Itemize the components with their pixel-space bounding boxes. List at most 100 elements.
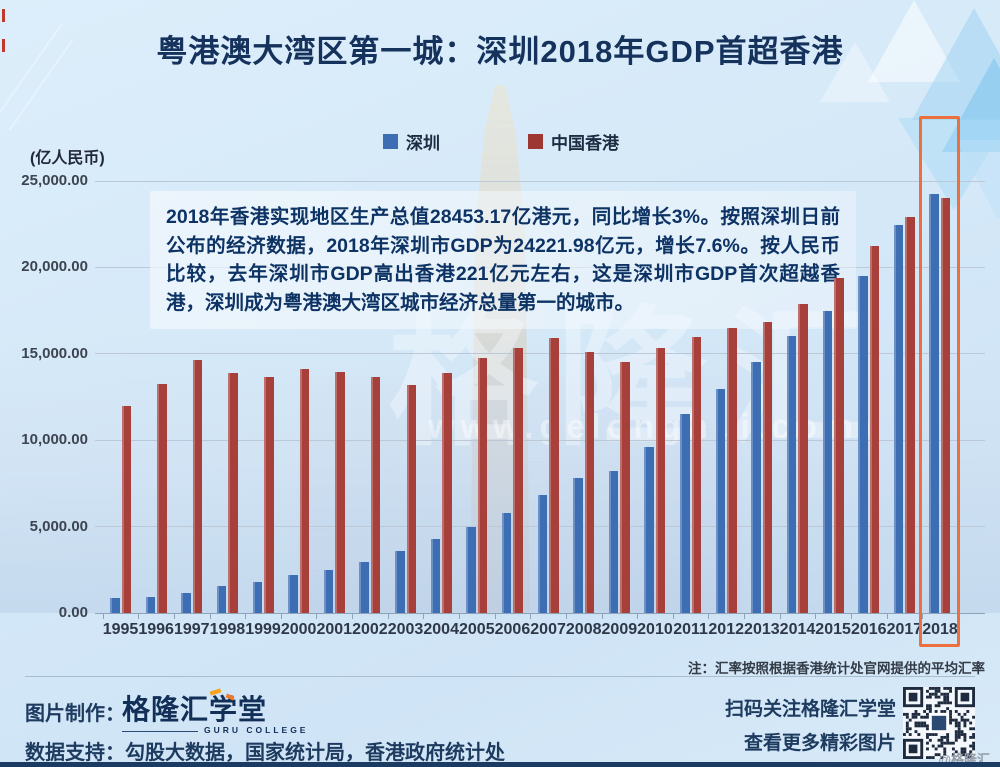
bar-shenzhen-1998: [216, 586, 227, 613]
credit-label: 图片制作：: [25, 703, 125, 725]
bar-hongkong-2010: [655, 348, 666, 613]
x-axis-label-2011: 2011: [673, 621, 708, 638]
x-axis-label-1999: 1999: [245, 621, 281, 638]
gelonghui-logo: 格隆汇学堂: [122, 694, 268, 725]
bar-hongkong-2006: [513, 347, 523, 613]
x-axis-label-1995: 1995: [102, 621, 139, 638]
bar-shenzhen-2015: [822, 310, 833, 613]
x-axis-label-2005: 2005: [459, 621, 495, 638]
bar-hongkong-1996: [157, 384, 167, 613]
x-axis-tick: [387, 614, 389, 619]
x-axis-label-2004: 2004: [423, 621, 459, 638]
bar-shenzhen-1999: [252, 581, 263, 613]
x-axis-tick: [850, 614, 852, 619]
bar-shenzhen-2001: [323, 570, 334, 613]
gridline-15000: [95, 353, 985, 355]
x-axis-label-1997: 1997: [173, 621, 210, 638]
x-axis-tick: [245, 614, 247, 619]
bar-shenzhen-2006: [501, 512, 512, 613]
bar-shenzhen-2016: [858, 276, 868, 613]
y-axis-tick-label: 10,000.00: [21, 431, 88, 449]
bar-hongkong-2018: [940, 198, 951, 613]
x-axis-tick: [316, 614, 318, 619]
bar-shenzhen-2000: [288, 575, 298, 613]
x-axis-label-2017: 2017: [886, 621, 923, 638]
bar-hongkong-2004: [442, 372, 452, 613]
bottom-navy-strip: [0, 762, 1000, 767]
x-axis-label-2016: 2016: [850, 621, 887, 638]
legend-swatch-hongkong: [528, 134, 543, 149]
bar-hongkong-2005: [477, 358, 488, 613]
legend-label-shenzhen: 深圳: [406, 134, 440, 153]
x-axis-label-2015: 2015: [815, 621, 851, 638]
highlight-rect-2018: [919, 116, 961, 647]
x-axis-tick: [637, 614, 639, 619]
exchange-rate-note: 注：汇率按照根据香港统计处官网提供的平均汇率: [688, 661, 985, 676]
x-axis-label-2008: 2008: [565, 621, 602, 638]
x-axis-tick: [708, 614, 710, 619]
x-axis-label-2014: 2014: [779, 621, 816, 638]
bar-shenzhen-2003: [395, 551, 405, 613]
x-axis-tick: [423, 614, 425, 619]
bar-hongkong-2014: [798, 304, 808, 613]
bar-shenzhen-1995: [110, 598, 120, 613]
page-title: 粤港澳大湾区第一城：深圳2018年GDP首超香港: [156, 34, 844, 69]
y-axis-tick-label: 20,000.00: [21, 258, 88, 276]
edge-red-dash: [2, 9, 5, 22]
qr-code: [903, 687, 975, 759]
x-axis-baseline: [95, 612, 985, 614]
logo-subtext: GURU COLLEGE: [204, 725, 309, 735]
bar-shenzhen-2004: [430, 539, 441, 613]
bar-shenzhen-2010: [644, 447, 654, 613]
gridline-10000: [95, 439, 985, 441]
bar-shenzhen-2008: [573, 478, 583, 613]
bar-shenzhen-1996: [145, 596, 156, 613]
x-axis-label-2009: 2009: [601, 621, 638, 638]
x-axis-tick: [209, 614, 211, 619]
x-axis-label-2001: 2001: [316, 621, 353, 638]
x-axis-tick: [565, 614, 567, 619]
x-axis-tick: [138, 614, 140, 619]
bar-shenzhen-2011: [680, 414, 690, 613]
x-axis-label-2010: 2010: [637, 621, 673, 638]
bar-hongkong-2009: [620, 361, 630, 613]
x-axis-tick: [601, 614, 603, 619]
bar-shenzhen-2002: [359, 561, 369, 613]
x-axis-label-2012: 2012: [708, 621, 744, 638]
bar-hongkong-2002: [370, 377, 381, 613]
bar-shenzhen-1997: [181, 593, 191, 613]
x-axis-tick: [922, 614, 924, 619]
background-skyline: [0, 330, 1000, 613]
x-axis-label-2006: 2006: [494, 621, 531, 638]
bar-hongkong-1995: [121, 406, 131, 613]
x-axis-label-2003: 2003: [387, 621, 424, 638]
logo-underline: [122, 731, 198, 732]
data-support-text: 数据支持：勾股大数据，国家统计局，香港政府统计处: [25, 742, 505, 764]
bar-hongkong-2017: [905, 216, 915, 613]
x-axis-label-2000: 2000: [280, 621, 317, 638]
bar-shenzhen-2018: [929, 194, 939, 613]
bar-shenzhen-2007: [537, 495, 548, 613]
legend-label-hongkong: 中国香港: [551, 134, 619, 153]
x-axis-tick: [494, 614, 496, 619]
y-axis-tick-label: 5,000.00: [29, 517, 88, 535]
bar-hongkong-2012: [727, 327, 737, 613]
x-axis-tick: [672, 614, 674, 619]
annotation-text-box: 2018年香港实现地区生产总值28453.17亿港元，同比增长3%。按照深圳日前…: [150, 191, 856, 329]
x-axis-tick: [779, 614, 781, 619]
bar-hongkong-2016: [869, 245, 880, 613]
bar-shenzhen-2005: [466, 527, 476, 613]
x-axis-tick: [815, 614, 817, 619]
x-axis-tick: [530, 614, 532, 619]
qr-caption-line2: 查看更多精彩图片: [743, 733, 896, 754]
bar-hongkong-2015: [834, 277, 844, 613]
x-axis-label-1996: 1996: [138, 621, 174, 638]
x-axis-label-1998: 1998: [209, 621, 246, 638]
x-axis-tick: [173, 614, 175, 619]
qr-caption-line1: 扫码关注格隆汇学堂: [724, 699, 896, 720]
x-axis-tick: [102, 614, 104, 619]
bar-hongkong-2000: [299, 368, 310, 613]
bar-shenzhen-2012: [715, 388, 726, 613]
footer-divider: [25, 676, 975, 677]
bar-shenzhen-2013: [751, 362, 761, 613]
